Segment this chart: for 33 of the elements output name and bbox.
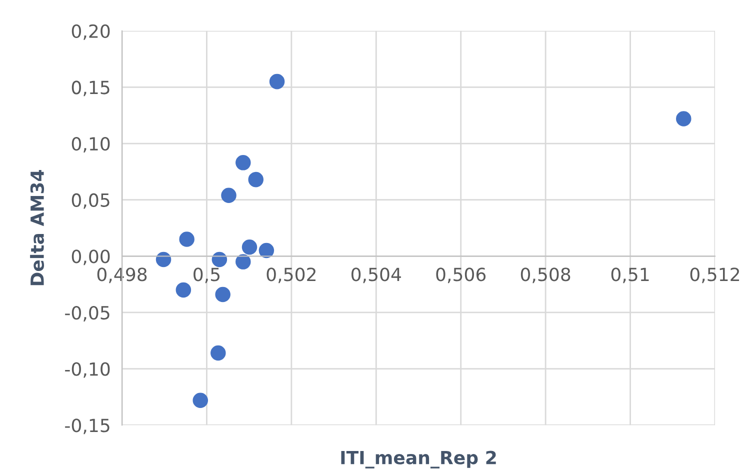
point [192, 392, 208, 408]
point [156, 252, 172, 268]
point [236, 254, 251, 270]
y-tick-label: -0,10 [65, 362, 110, 378]
point [248, 172, 264, 188]
y-tick-label: 0,05 [72, 193, 110, 209]
y-tick-label: 0,10 [72, 136, 110, 152]
y-tick-label: -0,15 [65, 418, 110, 434]
x-tick-label: 0,498 [97, 268, 147, 284]
y-tick-label: 0,00 [72, 250, 110, 266]
point [236, 155, 251, 170]
x-tick-label: 0,5 [194, 268, 220, 284]
x-tick-label: 0,502 [266, 268, 316, 284]
x-tick-label: 0,512 [690, 268, 740, 284]
point [212, 252, 228, 268]
point [210, 345, 226, 361]
point [676, 111, 692, 126]
x-tick-label: 0,51 [611, 268, 649, 284]
x-tick-label: 0,506 [436, 268, 486, 284]
point [179, 232, 194, 247]
point [176, 282, 192, 298]
y-tick-label: -0,05 [65, 306, 110, 322]
point [221, 188, 236, 203]
x-tick-label: 0,508 [520, 268, 570, 284]
point [258, 242, 274, 258]
y-tick-label: 0,15 [72, 80, 110, 96]
x-tick-label: 0,504 [351, 268, 401, 284]
point [269, 74, 285, 90]
y-tick-label: 0,20 [72, 24, 110, 40]
point [242, 240, 258, 255]
y-axis-title: Delta AM34 [30, 170, 44, 286]
x-axis-title: ITI_mean_Rep 2 [341, 450, 496, 468]
point [215, 286, 230, 302]
